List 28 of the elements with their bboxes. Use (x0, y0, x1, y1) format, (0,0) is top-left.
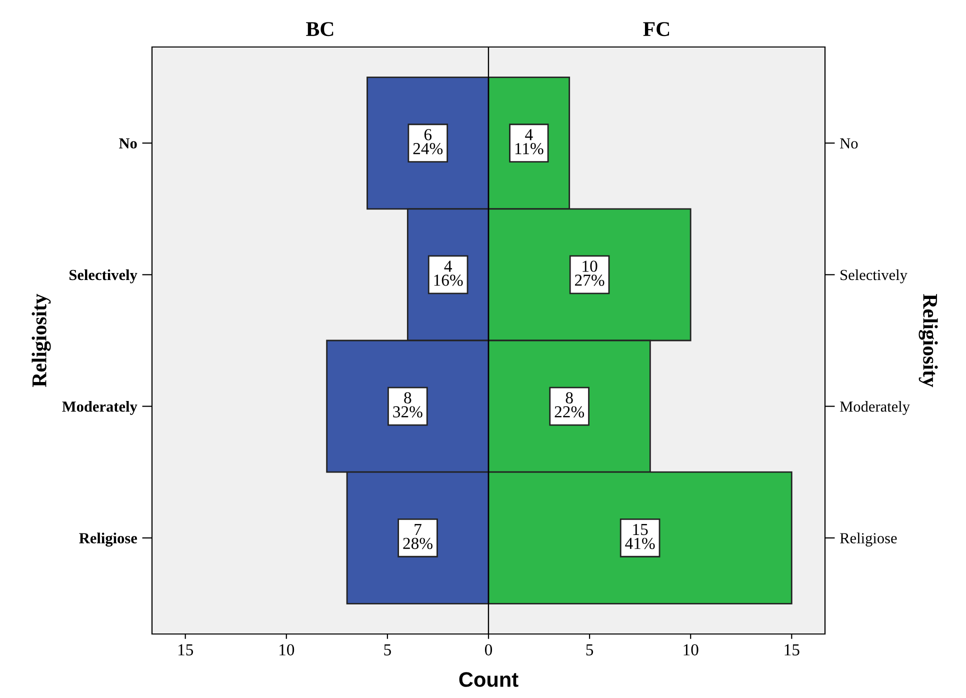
data-label: 15 41% (625, 524, 655, 550)
x-tick-label: 5 (586, 644, 594, 656)
data-label: 4 16% (434, 260, 463, 286)
y-tick-label: Religiose (840, 532, 897, 547)
x-tick-label: 10 (684, 644, 698, 656)
y-tick-label: Moderately (840, 401, 910, 415)
x-tick-label: 0 (484, 644, 492, 656)
x-tick-label: 15 (178, 644, 194, 656)
chart-title: FC (643, 22, 670, 36)
data-label: 8 32% (393, 392, 422, 418)
y-tick-label: Selectively (70, 269, 138, 284)
chart-title: BC (306, 22, 334, 36)
data-label: 6 24% (413, 129, 443, 154)
y-tick-label: No (119, 138, 137, 149)
y-tick-label: Selectively (840, 269, 908, 284)
data-label: 8 22% (554, 392, 584, 418)
x-tick-label: 15 (784, 644, 800, 656)
y-axis-title: Religiosity (32, 294, 51, 388)
y-tick-label: Moderately (62, 401, 138, 415)
x-tick-label: 5 (384, 644, 391, 656)
data-label: 7 28% (403, 524, 432, 550)
x-tick-label: 10 (280, 644, 294, 656)
data-label: 4 11% (515, 129, 544, 154)
data-label: 10 27% (575, 260, 604, 286)
y-tick-label: No (840, 138, 858, 149)
y-tick-label: Religiose (79, 532, 138, 547)
y-axis-title: Religiosity (918, 294, 938, 388)
x-axis-title: Count (459, 672, 518, 687)
